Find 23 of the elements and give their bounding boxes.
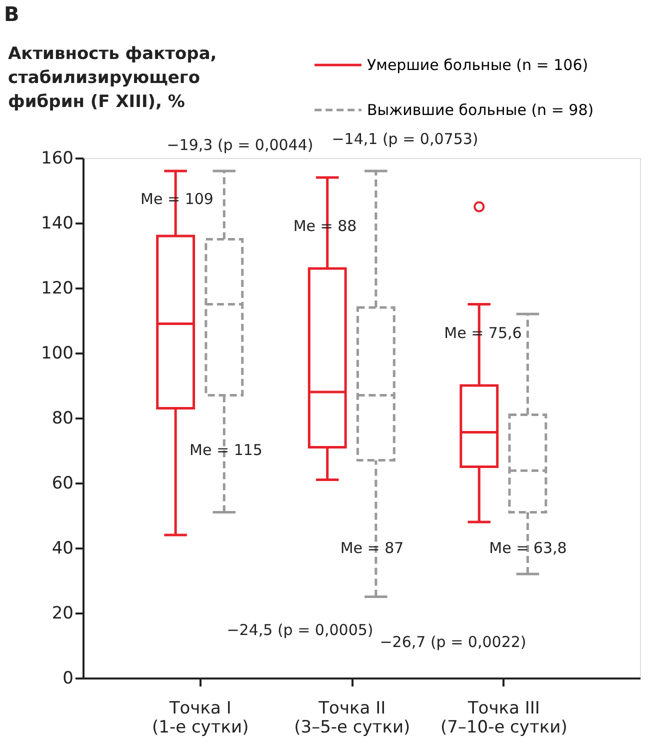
y-tick-label: 80 bbox=[52, 408, 74, 428]
chart-title: B bbox=[4, 2, 20, 26]
annotation: Me = 115 bbox=[190, 441, 262, 459]
x-tick-label: Точка III (7–10-е сутки) bbox=[440, 698, 568, 738]
text: −19,3 (p = 0,0044) bbox=[166, 136, 314, 154]
y-tick-label: 60 bbox=[52, 474, 74, 494]
y-tick-label: 140 bbox=[41, 214, 74, 234]
x-tick-label: Точка I (1-е сутки) bbox=[152, 698, 249, 738]
annotation: Me = 87 bbox=[340, 539, 404, 557]
y-tick-label: 20 bbox=[52, 604, 74, 624]
annotation: −26,7 (p = 0,0022) bbox=[380, 633, 526, 651]
annotation: Me = 63,8 bbox=[489, 539, 567, 557]
y-tick-label: 100 bbox=[41, 344, 74, 364]
y-axis-title: Активность фактора, стабилизирующего фибрин (F XIII), % bbox=[8, 44, 217, 112]
y-tick-label: 40 bbox=[52, 538, 74, 558]
legend-label: Умершие больные (n = 106) bbox=[367, 56, 588, 74]
text: −14,1 (p = 0,0753) bbox=[332, 130, 478, 148]
annotation: −24,5 (p = 0,0005) bbox=[226, 621, 374, 639]
x-tick-label: Точка II (3–5-е сутки) bbox=[294, 698, 410, 738]
y-tick-label: 160 bbox=[41, 148, 74, 168]
y-tick-label: 120 bbox=[41, 278, 74, 298]
legend-label: Выжившие больные (n = 98) bbox=[367, 101, 594, 119]
y-tick-label: 0 bbox=[62, 668, 74, 688]
